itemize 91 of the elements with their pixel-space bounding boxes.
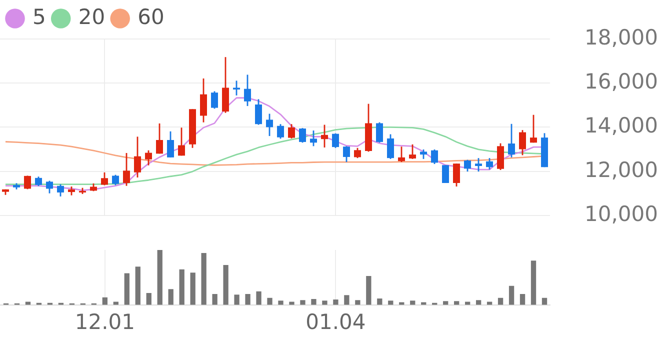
bar bbox=[464, 302, 470, 305]
candlestick bbox=[288, 123, 295, 140]
candlestick bbox=[134, 136, 141, 178]
bar bbox=[168, 289, 174, 305]
bar bbox=[289, 302, 294, 305]
bar bbox=[234, 294, 240, 305]
candlestick bbox=[277, 123, 284, 140]
candlestick bbox=[24, 175, 31, 190]
candlestick bbox=[387, 134, 394, 160]
candlestick bbox=[420, 148, 427, 160]
bar bbox=[190, 272, 196, 305]
bar bbox=[333, 300, 338, 305]
y-tick-label: 12,000 bbox=[584, 158, 658, 182]
bar bbox=[530, 260, 536, 305]
bar bbox=[212, 294, 218, 305]
y-tick-label: 10,000 bbox=[584, 202, 658, 226]
x-tick-label: 01.04 bbox=[306, 310, 366, 334]
candlestick bbox=[398, 146, 405, 163]
bar bbox=[223, 265, 228, 305]
candlestick bbox=[321, 124, 328, 148]
candlestick bbox=[112, 174, 119, 186]
bar bbox=[366, 276, 372, 305]
bar bbox=[245, 294, 250, 305]
y-tick-label: 18,000 bbox=[584, 25, 658, 50]
candlestick bbox=[310, 130, 317, 147]
candlestick bbox=[475, 157, 482, 172]
bar bbox=[25, 302, 31, 305]
candlestick bbox=[486, 157, 493, 170]
candlestick bbox=[409, 144, 416, 160]
bar bbox=[355, 300, 360, 305]
candlestick bbox=[233, 80, 240, 96]
candlestick bbox=[519, 129, 526, 156]
bar bbox=[124, 273, 130, 305]
bar bbox=[300, 300, 306, 305]
candlestick bbox=[453, 162, 460, 188]
bar bbox=[157, 250, 162, 305]
candlestick bbox=[354, 147, 361, 159]
candlestick bbox=[442, 164, 449, 184]
bar bbox=[146, 292, 152, 305]
bar bbox=[498, 298, 504, 305]
bar bbox=[278, 300, 284, 305]
bar bbox=[201, 252, 206, 305]
bar bbox=[476, 300, 482, 305]
bar bbox=[135, 266, 140, 305]
candlestick bbox=[530, 114, 537, 144]
candlestick bbox=[299, 127, 306, 144]
bar bbox=[520, 294, 526, 305]
x-tick-label: 12.01 bbox=[74, 310, 135, 334]
bar bbox=[322, 300, 328, 305]
bar bbox=[102, 297, 108, 305]
candlestick bbox=[244, 74, 251, 107]
candlestick bbox=[46, 180, 53, 194]
bar bbox=[388, 300, 394, 305]
bar bbox=[311, 298, 316, 305]
candlestick bbox=[35, 176, 42, 187]
bar bbox=[113, 302, 118, 305]
candlestick bbox=[332, 132, 339, 149]
bar bbox=[542, 298, 548, 305]
bar bbox=[410, 300, 416, 305]
candlestick bbox=[255, 98, 262, 126]
candlestick bbox=[57, 184, 64, 198]
y-tick-label: 16,000 bbox=[584, 70, 658, 94]
candlestick bbox=[156, 122, 163, 154]
bar bbox=[344, 295, 350, 305]
bar bbox=[377, 298, 382, 305]
bar bbox=[443, 301, 448, 305]
bar bbox=[267, 298, 272, 305]
candlestick bbox=[508, 123, 515, 158]
legend-label: 20 bbox=[78, 4, 106, 29]
bar bbox=[508, 286, 514, 305]
legend-label: 5 bbox=[32, 4, 46, 29]
y-tick-label: 14,000 bbox=[584, 114, 658, 138]
bar bbox=[454, 301, 460, 305]
candlestick bbox=[464, 159, 471, 172]
candlestick bbox=[145, 150, 152, 166]
candlestick bbox=[123, 152, 130, 187]
candlestick bbox=[200, 78, 207, 124]
legend-label: 60 bbox=[138, 4, 164, 29]
bar bbox=[179, 269, 184, 305]
candlestick bbox=[222, 56, 229, 114]
candlestick bbox=[431, 148, 438, 165]
candlestick bbox=[497, 142, 504, 171]
candlestick bbox=[101, 172, 108, 186]
bar bbox=[256, 291, 262, 305]
candlestick bbox=[266, 113, 273, 137]
candlestick bbox=[343, 145, 350, 163]
candlestick bbox=[211, 90, 218, 110]
candlestick bbox=[167, 130, 174, 158]
bar bbox=[486, 302, 492, 305]
candlestick bbox=[178, 126, 185, 156]
candlestick bbox=[376, 122, 383, 144]
